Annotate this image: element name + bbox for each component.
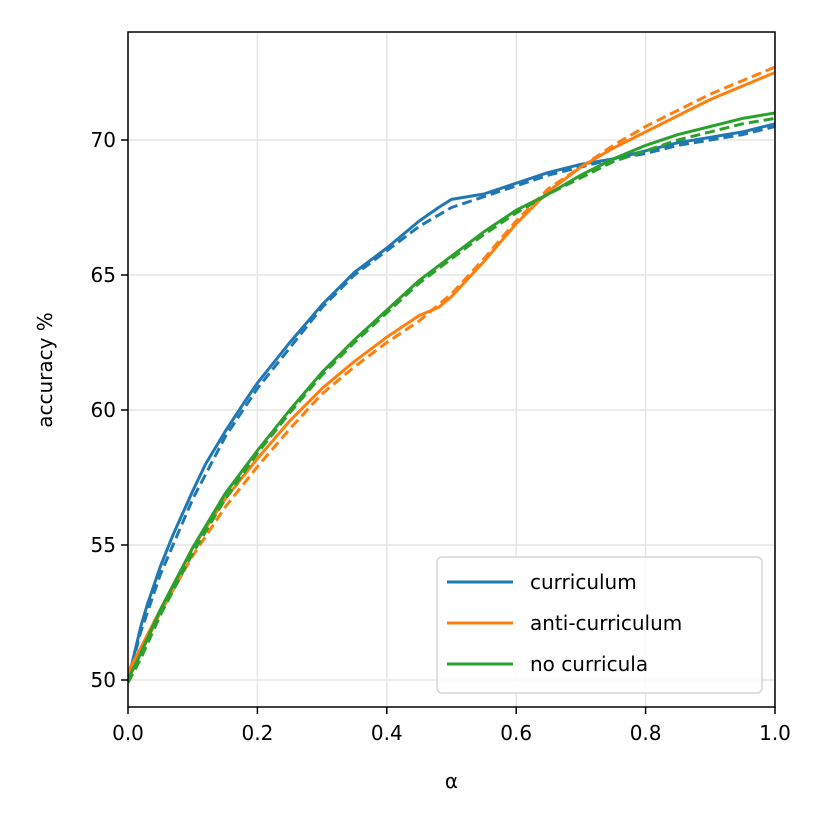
legend: curriculum anti-curriculum no curricula [436, 556, 763, 694]
x-tick-label: 0.6 [500, 721, 532, 745]
legend-box [436, 556, 763, 694]
series-lines [128, 65, 775, 684]
y-tick-label: 70 [91, 128, 116, 152]
x-tick-label: 0.2 [241, 721, 273, 745]
y-tick-label: 60 [91, 398, 116, 422]
no-curricula-legend-label: no curricula [530, 652, 648, 676]
axis-ticks: 0.0 0.2 0.4 0.6 0.8 1.0 50 55 60 65 70 [91, 128, 791, 745]
x-axis-label: α [445, 769, 458, 793]
curriculum-solid-line [128, 122, 775, 681]
plot-frame [127, 31, 776, 708]
x-tick-label: 0.0 [112, 721, 144, 745]
y-tick-label: 55 [91, 533, 116, 557]
x-tick-label: 0.8 [630, 721, 662, 745]
anti-curriculum-legend-label: anti-curriculum [530, 611, 682, 635]
no-curricula-dashed-line [128, 116, 775, 684]
y-tick-label: 50 [91, 668, 116, 692]
x-tick-label: 0.4 [371, 721, 403, 745]
y-tick-label: 65 [91, 263, 116, 287]
curriculum-dashed-line [128, 125, 775, 681]
x-tick-label: 1.0 [759, 721, 791, 745]
curriculum-legend-label: curriculum [530, 570, 637, 594]
no-curricula-solid-line [128, 111, 775, 681]
y-axis-label: accuracy % [33, 312, 57, 428]
